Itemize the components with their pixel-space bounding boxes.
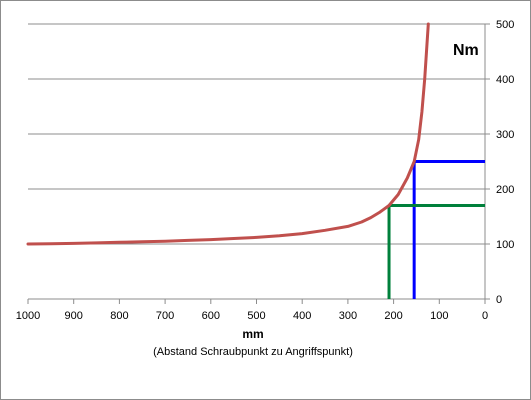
y-tick-label-300: 300	[496, 129, 514, 141]
x-tick-label-100: 100	[430, 310, 448, 322]
y-tick-label-500: 500	[496, 19, 514, 31]
x-tick-label-700: 700	[156, 310, 174, 322]
marker-layer	[387, 160, 485, 299]
curve-layer	[26, 22, 430, 246]
x-tick-label-500: 500	[247, 310, 265, 322]
x-tick-label-300: 300	[339, 310, 357, 322]
x-tick-label-1000: 1000	[16, 310, 40, 322]
torque-curve	[26, 22, 430, 246]
x-tick-label-200: 200	[384, 310, 402, 322]
x-tick-label-900: 900	[65, 310, 83, 322]
axes-layer	[27, 23, 490, 304]
y-tick-label-0: 0	[496, 294, 502, 306]
grid-layer	[28, 23, 485, 245]
unit-label: Nm	[453, 42, 479, 59]
x-axis-label: mm	[242, 327, 263, 341]
y-tick-label-400: 400	[496, 74, 514, 86]
x-axis-sublabel: (Abstand Schraubpunkt zu Angriffspunkt)	[153, 346, 353, 358]
x-tick-label-800: 800	[110, 310, 128, 322]
x-tick-label-400: 400	[293, 310, 311, 322]
y-tick-label-200: 200	[496, 184, 514, 196]
x-tick-label-600: 600	[202, 310, 220, 322]
x-tick-label-0: 0	[482, 310, 488, 322]
y-tick-label-100: 100	[496, 239, 514, 251]
